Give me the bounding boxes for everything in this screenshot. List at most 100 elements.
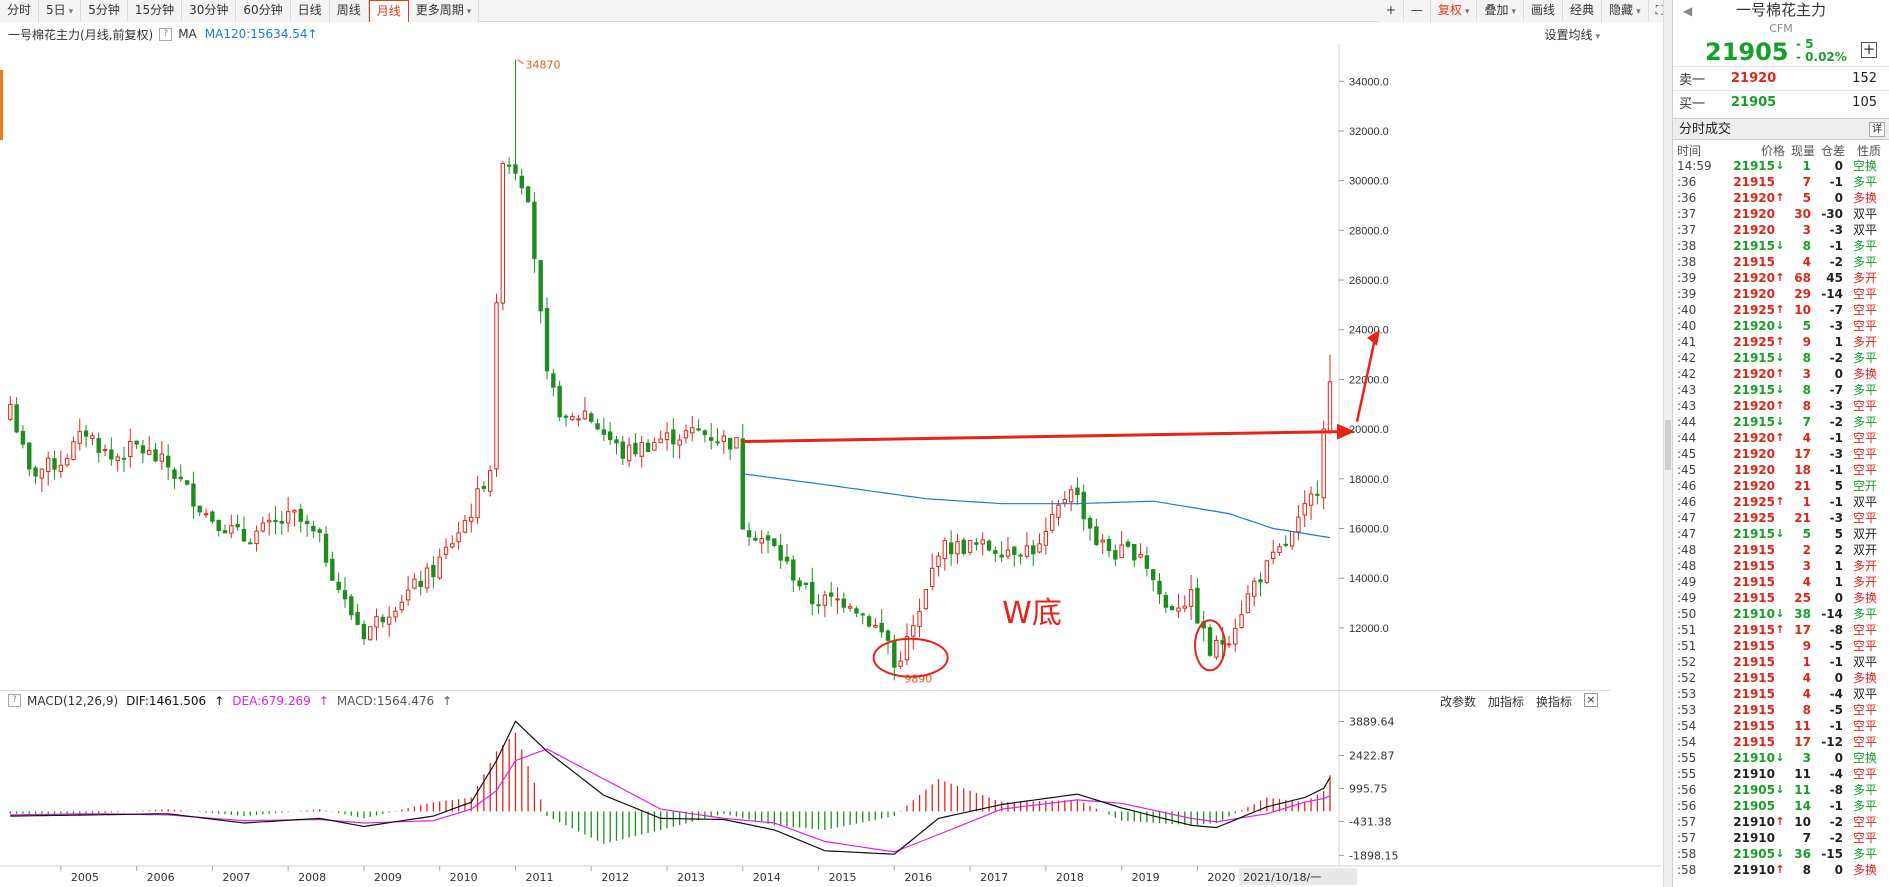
tick-price: 21925 — [1733, 495, 1775, 509]
right-tool-button-0[interactable]: + — [1378, 0, 1404, 22]
help-icon[interactable]: ? — [159, 27, 173, 41]
close-icon[interactable]: × — [1584, 693, 1598, 707]
tick-price: 21925 — [1733, 335, 1775, 349]
tick-time: :39 — [1677, 287, 1697, 301]
right-tool-button-5[interactable]: 经典 — [1563, 0, 1603, 22]
price-tick-label: 30000.0 — [1349, 176, 1389, 188]
candle-body — [317, 529, 322, 533]
tick-price: 21915 — [1733, 559, 1775, 573]
tick-oi-diff: -1 — [1829, 495, 1843, 509]
candle-body — [930, 567, 935, 588]
tick-nature: 空平 — [1852, 287, 1877, 301]
candle-body — [986, 540, 992, 551]
ma-settings-button[interactable]: 设置均线 ▾ — [1544, 26, 1600, 43]
right-tool-button-2[interactable]: 复权 ▾ — [1430, 0, 1478, 22]
left-tool-button-1[interactable]: 5日 ▾ — [39, 0, 82, 22]
left-tool-label: 60分钟 — [243, 3, 283, 17]
left-tool-button-4[interactable]: 30分钟 — [182, 0, 237, 22]
tick-nature: 空平 — [1852, 511, 1877, 525]
quote-title: ◀ 一号棉花主力 — [1673, 0, 1889, 22]
help-icon[interactable]: ? — [8, 694, 21, 707]
tick-price: 21915 — [1733, 383, 1775, 397]
tick-volume: 4 — [1802, 575, 1811, 589]
time-tick-label: 2005 — [71, 871, 99, 884]
candle-body — [828, 592, 834, 597]
candle-body — [1119, 544, 1124, 559]
left-tool-button-6[interactable]: 日线 — [290, 0, 330, 22]
candle-body — [885, 630, 891, 641]
prev-instrument-icon[interactable]: ◀ — [1683, 4, 1693, 18]
tick-oi-diff: -1 — [1829, 463, 1843, 477]
panel-splitter[interactable] — [1663, 0, 1672, 887]
col-price: 价格 — [1760, 144, 1785, 158]
candle-body — [1018, 554, 1023, 557]
tick-nature: 多平 — [1852, 239, 1877, 253]
tick-time: :56 — [1677, 783, 1697, 797]
up-arrow-icon: ↑ — [318, 693, 329, 708]
tick-nature: 多平 — [1852, 383, 1877, 397]
splitter-grip[interactable] — [1665, 420, 1671, 470]
left-tool-button-8[interactable]: 月线 — [368, 0, 409, 22]
tick-arrow — [1775, 830, 1785, 846]
right-tool-button-4[interactable]: 画线 — [1524, 0, 1564, 22]
price-tick-label: 22000.0 — [1349, 374, 1389, 386]
chevron-down-icon: ▾ — [68, 7, 74, 17]
right-tool-button-3[interactable]: 叠加 ▾ — [1477, 0, 1525, 22]
tick-price: 21920 — [1733, 463, 1775, 477]
tick-volume: 4 — [1802, 255, 1811, 269]
tick-price: 21910 — [1733, 863, 1775, 877]
sell1-row: 卖一 21920 152 — [1673, 66, 1889, 90]
candle-body — [1327, 381, 1333, 432]
candle-body — [1113, 550, 1118, 560]
tick-arrow — [1775, 462, 1785, 478]
ticks-list[interactable]: 14:59 21915 ↓ 1 0 空换:36 21915 7 -1 多平:36 21920 ↑ 5 0 多… — [1673, 158, 1889, 878]
right-tool-button-1[interactable]: — — [1403, 0, 1431, 22]
tick-price: 21915 — [1733, 575, 1775, 589]
tick-volume: 68 — [1794, 271, 1811, 285]
left-tool-button-0[interactable]: 分时 — [0, 0, 40, 22]
detail-button[interactable]: 详 — [1869, 122, 1885, 137]
right-tool-button-6[interactable]: 隐藏 ▾ — [1602, 0, 1649, 22]
tick-row: :40 21920 ↓ 5 -3 空平 — [1673, 318, 1889, 334]
candle-body — [1258, 579, 1263, 583]
ticks-header: 分时成交 详 — [1673, 118, 1889, 140]
tick-row: :55 21910 ↓ 3 0 空换 — [1673, 750, 1889, 766]
time-tick-label: 2012 — [601, 871, 629, 884]
candle-body — [361, 623, 367, 640]
left-tool-button-5[interactable]: 60分钟 — [236, 0, 291, 22]
left-tool-button-7[interactable]: 周线 — [329, 0, 369, 22]
candle-body — [102, 449, 108, 452]
add-watchlist-button[interactable]: + — [1861, 40, 1877, 58]
tick-row: :49 21915 25 0 多换 — [1673, 590, 1889, 606]
candle-body — [513, 164, 518, 174]
tick-nature: 空开 — [1852, 479, 1877, 493]
tick-time: :50 — [1677, 607, 1697, 621]
candle-body — [999, 554, 1004, 558]
candle-body — [1068, 489, 1074, 503]
period-buttons: 分时 5日 ▾ 5分钟 15分钟 30分钟 60分钟 日线 周线 月线 更多周期 ▾ — [0, 0, 480, 22]
left-tool-button-3[interactable]: 15分钟 — [127, 0, 183, 22]
left-tool-button-2[interactable]: 5分钟 — [81, 0, 128, 22]
price-tick-label: 26000.0 — [1349, 275, 1389, 287]
tick-arrow — [1775, 510, 1785, 526]
candle-body — [904, 636, 910, 661]
candle-body — [835, 598, 840, 601]
candle-body — [83, 430, 89, 437]
tick-arrow: ↓ — [1775, 383, 1785, 396]
tick-volume: 9 — [1802, 639, 1811, 653]
tick-nature: 多开 — [1852, 271, 1877, 285]
candle-body — [1012, 546, 1017, 556]
switch-indicator-button[interactable]: 换指标 — [1535, 695, 1572, 709]
tick-nature: 空平 — [1852, 639, 1877, 653]
left-tool-button-9[interactable]: 更多周期 ▾ — [408, 0, 480, 22]
tick-nature: 多换 — [1852, 191, 1877, 205]
add-indicator-button[interactable]: 加指标 — [1487, 695, 1524, 709]
price-tick-label: 28000.0 — [1349, 225, 1389, 237]
candle-body — [980, 539, 985, 545]
change-params-button[interactable]: 改参数 — [1439, 695, 1476, 709]
tick-arrow: ↓ — [1775, 751, 1785, 764]
tick-time: :45 — [1677, 463, 1697, 477]
price-chart[interactable]: 12000.0 14000.0 16000.0 18000.0 20000.0 22000… — [0, 44, 1662, 690]
macd-chart[interactable]: 3889.64 2422.87 995.75 -431.38 -1898.15 2005 2… — [0, 690, 1662, 887]
tick-oi-diff: -4 — [1829, 687, 1843, 701]
